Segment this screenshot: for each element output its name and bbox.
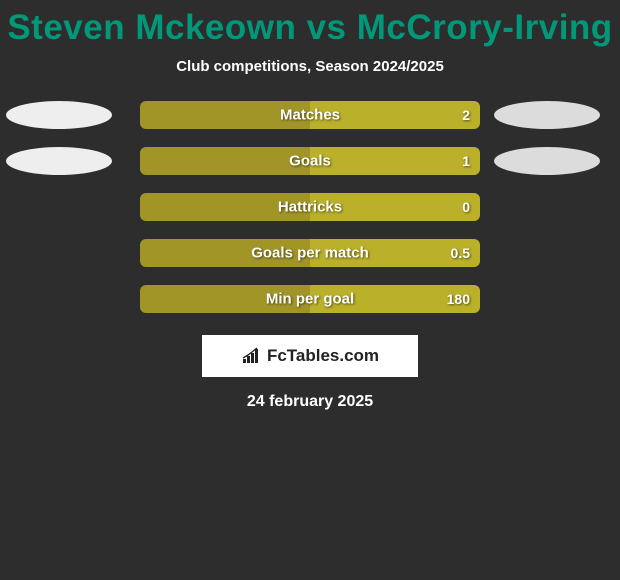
subtitle: Club competitions, Season 2024/2025 [0,58,620,101]
stat-bar: Goals per match 0.5 [140,239,480,267]
page-title: Steven Mckeown vs McCrory-Irving [0,4,620,58]
comparison-infographic: Steven Mckeown vs McCrory-Irving Club co… [0,0,620,411]
stat-label: Goals per match [251,245,369,262]
bar-right-fill [310,147,480,175]
stat-row: Goals 1 [0,147,620,175]
player-left-indicator [6,101,112,129]
bar-left-fill [140,147,310,175]
stat-value-right: 1 [462,153,470,169]
stat-label: Matches [280,107,340,124]
stat-value-right: 180 [447,291,470,307]
stat-row: Min per goal 180 [0,285,620,313]
stat-row: Goals per match 0.5 [0,239,620,267]
stat-rows: Matches 2 Goals 1 Hattricks 0 [0,101,620,313]
stat-label: Hattricks [278,199,342,216]
stat-row: Hattricks 0 [0,193,620,221]
stat-label: Min per goal [266,291,354,308]
player-left-indicator [6,147,112,175]
stat-value-right: 2 [462,107,470,123]
stat-row: Matches 2 [0,101,620,129]
stat-value-right: 0.5 [451,245,470,261]
stat-bar: Matches 2 [140,101,480,129]
brand-logo-text: FcTables.com [267,346,379,366]
stat-bar: Hattricks 0 [140,193,480,221]
player-right-indicator [494,147,600,175]
stat-bar: Min per goal 180 [140,285,480,313]
player-right-indicator [494,101,600,129]
stat-value-right: 0 [462,199,470,215]
date-label: 24 february 2025 [0,393,620,411]
brand-logo: FcTables.com [202,335,418,377]
stat-bar: Goals 1 [140,147,480,175]
bar-chart-icon [241,347,263,365]
stat-label: Goals [289,153,331,170]
